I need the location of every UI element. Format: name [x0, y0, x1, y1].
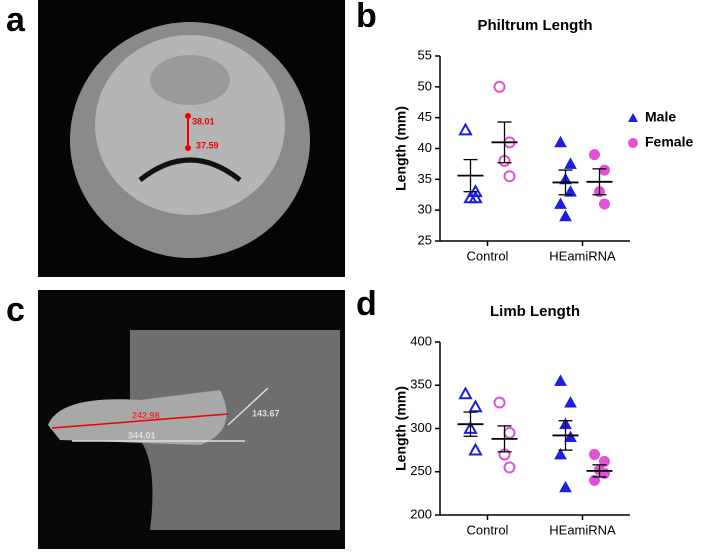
y-tick-label: 400 — [410, 333, 432, 348]
data-point — [599, 455, 610, 467]
data-point — [589, 448, 600, 460]
measure-line — [51, 413, 229, 429]
data-point — [458, 386, 473, 400]
data-point — [493, 80, 506, 93]
limb — [48, 390, 227, 445]
nose — [150, 55, 230, 105]
measure-label: 344.01 — [128, 430, 156, 440]
panel-letter: c — [6, 291, 25, 329]
chart-title: Limb Length — [490, 303, 580, 320]
y-axis-label: Length (mm) — [393, 386, 409, 471]
measure-point — [185, 113, 191, 119]
y-axis-label: Length (mm) — [393, 106, 409, 191]
measure-label: 143.67 — [252, 408, 280, 418]
data-point — [468, 190, 483, 204]
data-point — [554, 374, 567, 386]
measure-label: 37.59 — [196, 140, 219, 150]
legend-label: Male — [645, 109, 676, 125]
data-point — [589, 149, 600, 161]
data-point — [554, 447, 567, 460]
y-tick-label: 35 — [418, 171, 432, 186]
data-point — [564, 430, 577, 443]
x-tick-label: HEamiRNA — [549, 248, 616, 263]
data-point — [564, 157, 577, 169]
mouth — [138, 157, 242, 182]
data-point — [468, 399, 483, 413]
y-tick-label: 40 — [418, 140, 432, 155]
data-point — [589, 474, 600, 486]
y-tick-label: 45 — [418, 109, 432, 124]
x-tick-label: HEamiRNA — [549, 522, 616, 537]
data-point — [468, 442, 483, 456]
measure-label: 38.01 — [192, 116, 215, 126]
measure-line — [227, 387, 269, 426]
data-point — [554, 135, 567, 148]
y-tick-label: 50 — [418, 78, 432, 93]
data-point — [559, 480, 572, 493]
data-point — [493, 396, 506, 409]
y-tick-label: 55 — [418, 47, 432, 62]
data-point — [559, 209, 572, 222]
x-tick-label: Control — [467, 522, 509, 537]
y-tick-label: 25 — [418, 232, 432, 247]
legend-marker — [628, 138, 638, 148]
data-point — [599, 164, 610, 176]
measure-label: 242.98 — [132, 410, 160, 420]
chart-title: Philtrum Length — [478, 17, 593, 34]
body — [130, 330, 340, 530]
x-tick-label: Control — [467, 248, 509, 263]
legend-label: Female — [645, 134, 693, 150]
y-tick-label: 30 — [418, 202, 432, 217]
data-point — [503, 461, 516, 474]
measure-point — [185, 145, 191, 151]
data-point — [503, 426, 516, 439]
data-point — [564, 396, 577, 408]
snout-highlight — [95, 35, 285, 215]
legend-marker — [628, 113, 638, 122]
data-point — [458, 122, 473, 136]
data-point — [503, 170, 516, 183]
data-point — [554, 197, 567, 209]
panel-letter: b — [356, 0, 377, 35]
y-tick-label: 250 — [410, 463, 432, 478]
y-tick-label: 350 — [410, 377, 432, 392]
y-tick-label: 200 — [410, 506, 432, 521]
data-point — [599, 198, 610, 210]
panel-letter: a — [6, 1, 26, 39]
data-point — [564, 185, 577, 197]
y-tick-label: 300 — [410, 420, 432, 435]
panel-letter: d — [356, 285, 377, 323]
